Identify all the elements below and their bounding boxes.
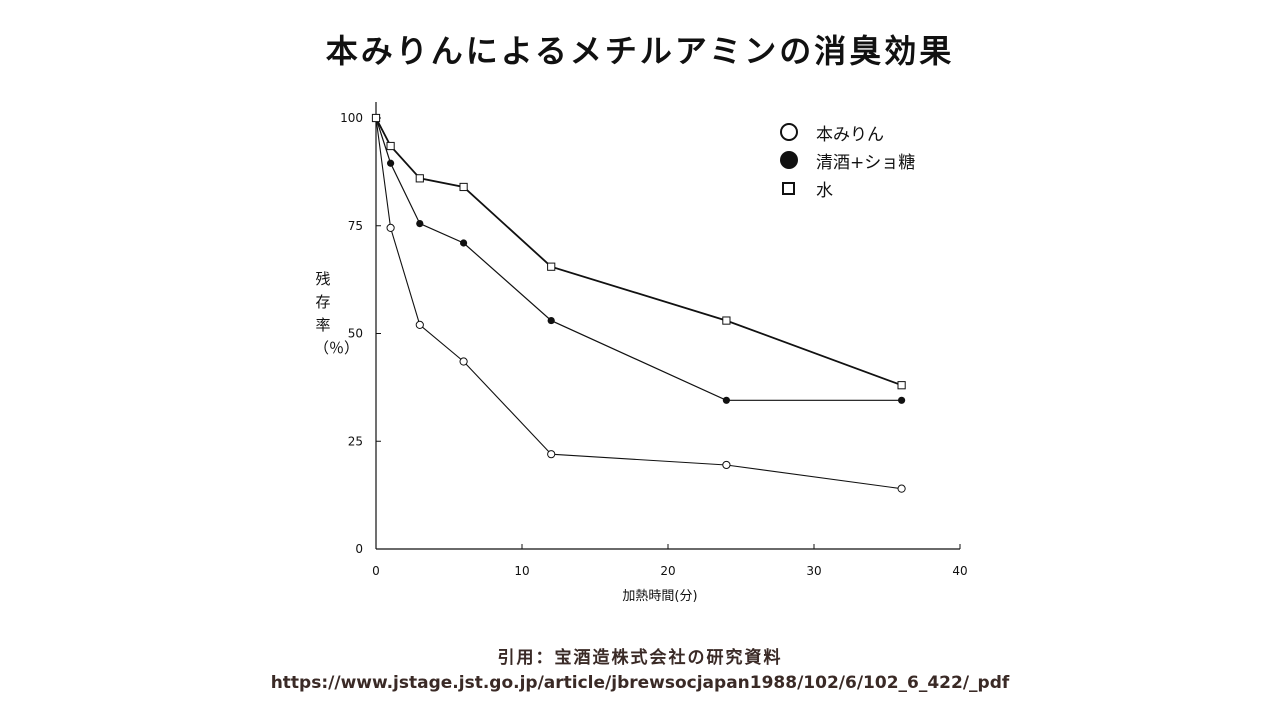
chart-series (371, 113, 906, 493)
data-point (460, 239, 468, 247)
chart-ticks: 0 10 20 30 40 0 25 50 75 100 (340, 111, 968, 578)
x-tick-label: 0 (372, 564, 380, 578)
y-tick-label: 50 (348, 327, 363, 341)
data-point (459, 357, 468, 366)
legend-item-sake-sugar: 清酒+ショ糖 (780, 146, 915, 174)
x-tick-label: 20 (660, 564, 675, 578)
y-tick-label: 25 (348, 434, 363, 448)
data-point (897, 484, 906, 493)
y-axis-label: 残存率（％） (314, 270, 360, 357)
filled-circle-marker-icon (780, 151, 798, 169)
series-open-square (371, 113, 906, 390)
x-tick-label: 40 (952, 564, 967, 578)
legend-label: 本みりん (816, 124, 884, 145)
legend-label: 清酒+ショ糖 (816, 152, 916, 173)
legend-item-water: 水 (780, 174, 915, 202)
legend-item-mirin: 本みりん (780, 118, 915, 146)
data-point (416, 219, 424, 228)
legend-label: 水 (816, 180, 833, 201)
data-point (722, 316, 731, 325)
data-point (459, 182, 468, 192)
open-circle-marker-icon (780, 123, 798, 141)
open-square-marker-icon (782, 181, 795, 195)
data-point (387, 159, 395, 167)
source-url: https://www.jstage.jst.go.jp/article/jbr… (270, 673, 1010, 693)
x-axis-label: 加熱時間(分) (622, 589, 698, 604)
y-tick-label: 75 (348, 219, 363, 233)
chart-legend: 本みりん 清酒+ショ糖 水 (780, 118, 915, 202)
x-tick-label: 30 (806, 564, 821, 578)
data-point (415, 320, 424, 329)
page-title: 本みりんによるメチルアミンの消臭効果 (325, 32, 955, 70)
y-tick-label: 100 (340, 111, 363, 125)
x-tick-label: 10 (514, 564, 529, 578)
data-point (897, 381, 906, 390)
data-point (415, 174, 424, 183)
data-point (371, 113, 381, 123)
data-point (547, 450, 556, 459)
data-point (386, 141, 395, 151)
data-point (722, 460, 731, 470)
citation-text: 引用：宝酒造株式会社の研究資料 (497, 648, 783, 668)
data-point (547, 316, 555, 325)
data-point (386, 223, 395, 233)
y-tick-label: 0 (355, 542, 363, 556)
data-point (898, 396, 906, 404)
series-filled-circle (372, 114, 906, 404)
data-point (547, 262, 556, 271)
data-point (722, 396, 731, 404)
